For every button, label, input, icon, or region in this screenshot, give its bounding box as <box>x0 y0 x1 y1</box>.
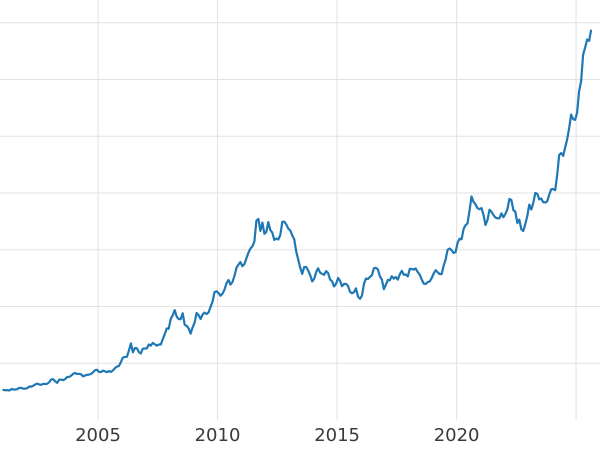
grid-lines <box>0 0 600 420</box>
x-tick-label: 2020 <box>434 425 480 446</box>
x-axis-labels: 2005 2010 2015 2020 <box>75 425 479 446</box>
price-line <box>2 29 593 392</box>
x-tick-label: 2015 <box>314 425 360 446</box>
data-line <box>2 29 593 392</box>
x-tick-label: 2010 <box>195 425 241 446</box>
x-tick-label: 2005 <box>75 425 121 446</box>
